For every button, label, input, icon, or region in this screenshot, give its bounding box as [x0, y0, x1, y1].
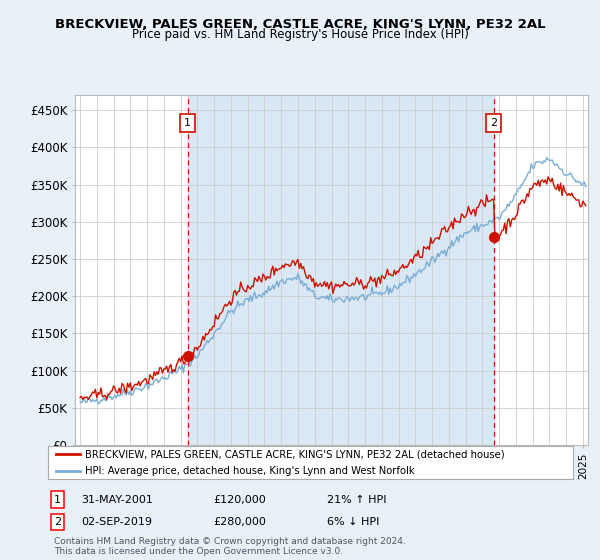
- Text: £120,000: £120,000: [213, 494, 266, 505]
- Bar: [188, 95, 494, 445]
- Text: £280,000: £280,000: [213, 517, 266, 527]
- Text: 02-SEP-2019: 02-SEP-2019: [81, 517, 152, 527]
- Text: Price paid vs. HM Land Registry's House Price Index (HPI): Price paid vs. HM Land Registry's House …: [131, 28, 469, 41]
- Text: 21% ↑ HPI: 21% ↑ HPI: [327, 494, 386, 505]
- Text: BRECKVIEW, PALES GREEN, CASTLE ACRE, KING'S LYNN, PE32 2AL (detached house): BRECKVIEW, PALES GREEN, CASTLE ACRE, KIN…: [85, 450, 505, 459]
- Text: Contains HM Land Registry data © Crown copyright and database right 2024.
This d: Contains HM Land Registry data © Crown c…: [54, 537, 406, 556]
- Text: BRECKVIEW, PALES GREEN, CASTLE ACRE, KING'S LYNN, PE32 2AL: BRECKVIEW, PALES GREEN, CASTLE ACRE, KIN…: [55, 18, 545, 31]
- Text: 1: 1: [184, 118, 191, 128]
- Text: 2: 2: [490, 118, 497, 128]
- Text: 6% ↓ HPI: 6% ↓ HPI: [327, 517, 379, 527]
- Text: 1: 1: [54, 494, 61, 505]
- Text: HPI: Average price, detached house, King's Lynn and West Norfolk: HPI: Average price, detached house, King…: [85, 466, 415, 475]
- Text: 31-MAY-2001: 31-MAY-2001: [81, 494, 153, 505]
- Text: 2: 2: [54, 517, 61, 527]
